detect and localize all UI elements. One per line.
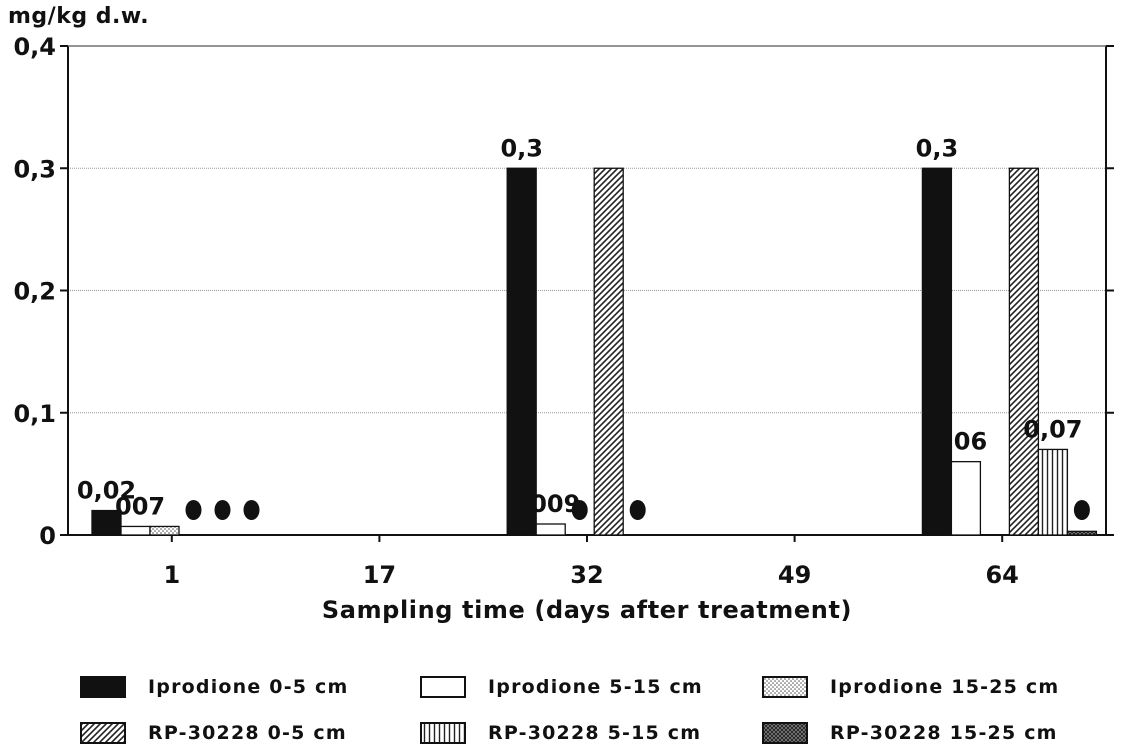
bar-data-label: ,007	[106, 492, 165, 520]
legend-swatch	[80, 676, 126, 698]
legend-swatch	[420, 722, 466, 744]
bar-data-label: ,06	[945, 428, 988, 456]
legend-swatch	[80, 722, 126, 744]
not-detected-marker	[185, 500, 202, 520]
legend-swatch	[762, 722, 808, 744]
legend-item: RP-30228 5-15 cm	[420, 718, 701, 748]
x-tick-label: 32	[570, 561, 603, 589]
legend-item: Iprodione 5-15 cm	[420, 672, 703, 702]
not-detected-marker	[214, 500, 231, 520]
not-detected-marker	[571, 500, 588, 520]
bar	[535, 523, 566, 536]
bar	[593, 167, 624, 536]
legend-swatch	[762, 676, 808, 698]
x-tick-label: 17	[363, 561, 396, 589]
y-tick-label: 0,2	[13, 278, 56, 306]
bar	[1008, 167, 1040, 536]
bar-data-label: 0,3	[500, 134, 543, 162]
bar-data-label: 0,07	[1023, 415, 1082, 443]
legend-label: RP-30228 5-15 cm	[488, 722, 702, 744]
not-detected-marker	[243, 500, 260, 520]
bar	[120, 525, 151, 536]
plot-area: 0 0,1 0,2 0,3 0,4 1 17 32 49 64 0,02 0,3 0,3 ,007 ,009…	[13, 33, 1114, 589]
bar	[149, 525, 180, 536]
legend-item: Iprodione 15-25 cm	[762, 672, 1059, 702]
y-tick-label: 0	[39, 522, 56, 550]
legend: Iprodione 0-5 cm Iprodione 5-15 cm Iprodio…	[80, 668, 1120, 748]
bar-data-label: 0,02	[77, 477, 136, 505]
x-tick-label: 64	[985, 561, 1018, 589]
legend-item: RP-30228 15-25 cm	[762, 718, 1058, 748]
y-tick-label: 0,3	[13, 155, 56, 183]
legend-label: Iprodione 15-25 cm	[830, 676, 1060, 698]
bar	[91, 509, 122, 536]
not-detected-marker	[1073, 500, 1090, 520]
bar	[506, 167, 537, 536]
legend-label: Iprodione 0-5 cm	[148, 676, 349, 698]
y-axis-label: mg/kg d.w.	[8, 4, 150, 29]
bar	[1066, 530, 1098, 536]
bar-data-label: 0,3	[916, 134, 959, 162]
legend-item: Iprodione 0-5 cm	[80, 672, 349, 702]
x-tick-label: 1	[163, 561, 180, 589]
y-tick-label: 0,1	[13, 400, 56, 428]
legend-label: Iprodione 5-15 cm	[488, 676, 703, 698]
legend-item: RP-30228 0-5 cm	[80, 718, 347, 748]
bar	[921, 167, 953, 536]
legend-label: RP-30228 0-5 cm	[148, 722, 347, 744]
bar-data-label: ,009	[521, 490, 580, 518]
y-tick-label: 0,4	[13, 33, 56, 61]
not-detected-marker	[629, 500, 646, 520]
bar	[1037, 448, 1069, 536]
x-tick-label: 49	[778, 561, 811, 589]
legend-swatch	[420, 676, 466, 698]
x-axis-label: Sampling time (days after treatment)	[321, 596, 853, 624]
legend-label: RP-30228 15-25 cm	[830, 722, 1058, 744]
bar	[950, 460, 982, 536]
